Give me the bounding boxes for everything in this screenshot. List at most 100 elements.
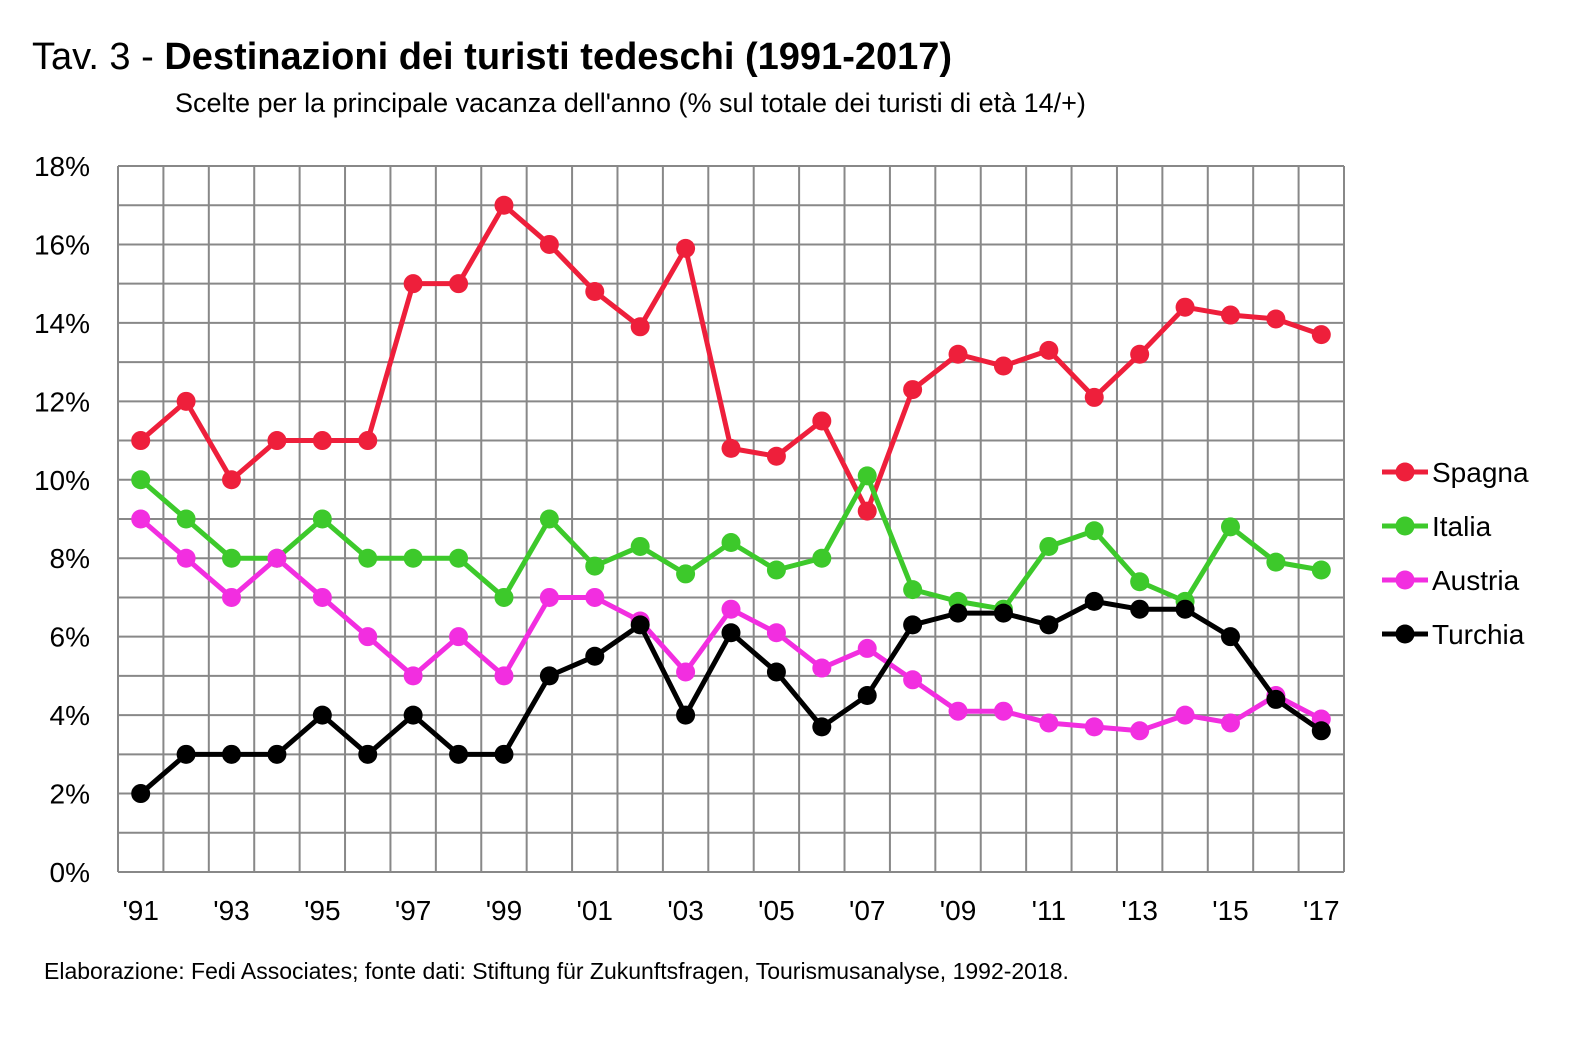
data-point-austria: [449, 627, 469, 647]
data-point-turchia: [494, 744, 514, 764]
data-point-italia: [1130, 572, 1150, 592]
data-point-turchia: [539, 666, 559, 686]
data-point-austria: [1175, 705, 1195, 725]
data-point-turchia: [721, 623, 741, 643]
legend-label-austria: Austria: [1432, 565, 1520, 596]
y-tick-label: 16%: [34, 229, 90, 260]
data-point-spagna: [857, 501, 877, 521]
data-point-italia: [1039, 536, 1059, 556]
data-point-austria: [676, 662, 696, 682]
data-point-spagna: [539, 234, 559, 254]
data-point-turchia: [630, 615, 650, 635]
data-point-turchia: [1175, 599, 1195, 619]
data-point-turchia: [358, 744, 378, 764]
data-point-italia: [449, 548, 469, 568]
data-point-turchia: [676, 705, 696, 725]
data-point-spagna: [1130, 344, 1150, 364]
data-point-turchia: [1130, 599, 1150, 619]
data-point-italia: [812, 548, 832, 568]
data-point-spagna: [630, 317, 650, 337]
y-tick-label: 18%: [34, 151, 90, 182]
x-tick-label: '13: [1121, 895, 1158, 926]
x-tick-label: '03: [667, 895, 704, 926]
data-point-italia: [903, 580, 923, 600]
data-point-turchia: [903, 615, 923, 635]
data-point-italia: [222, 548, 242, 568]
x-tick-label: '99: [486, 895, 523, 926]
data-point-spagna: [993, 356, 1013, 376]
data-point-turchia: [312, 705, 332, 725]
data-point-austria: [267, 548, 287, 568]
data-point-spagna: [1175, 297, 1195, 317]
x-tick-label: '11: [1032, 895, 1066, 926]
data-point-italia: [1266, 552, 1286, 572]
data-point-turchia: [1084, 591, 1104, 611]
data-point-austria: [222, 587, 242, 607]
data-point-turchia: [1311, 721, 1331, 741]
data-point-austria: [176, 548, 196, 568]
y-tick-label: 6%: [50, 622, 90, 653]
data-point-spagna: [222, 470, 242, 490]
data-point-italia: [131, 470, 151, 490]
legend-marker-austria: [1395, 570, 1415, 590]
data-point-austria: [857, 638, 877, 658]
data-point-italia: [403, 548, 423, 568]
data-point-italia: [721, 533, 741, 553]
x-tick-label: '97: [395, 895, 432, 926]
data-point-spagna: [131, 431, 151, 451]
data-point-austria: [494, 666, 514, 686]
data-point-turchia: [812, 717, 832, 737]
data-point-spagna: [1084, 387, 1104, 407]
data-point-spagna: [903, 380, 923, 400]
x-tick-label: '95: [304, 895, 341, 926]
data-point-austria: [1130, 721, 1150, 741]
data-point-turchia: [948, 603, 968, 623]
data-point-turchia: [222, 744, 242, 764]
data-point-austria: [358, 627, 378, 647]
x-tick-label: '01: [577, 895, 614, 926]
y-tick-label: 8%: [50, 543, 90, 574]
legend-label-spagna: Spagna: [1432, 457, 1529, 488]
data-point-austria: [721, 599, 741, 619]
data-point-austria: [585, 587, 605, 607]
title-prefix: Tav. 3 -: [32, 36, 165, 78]
y-tick-label: 10%: [34, 465, 90, 496]
data-point-austria: [1039, 713, 1059, 733]
data-point-austria: [948, 701, 968, 721]
data-point-turchia: [585, 646, 605, 666]
y-tick-label: 14%: [34, 308, 90, 339]
legend-marker-italia: [1395, 516, 1415, 536]
data-point-turchia: [449, 744, 469, 764]
x-tick-label: '93: [213, 895, 250, 926]
data-point-austria: [1084, 717, 1104, 737]
x-tick-label: '91: [122, 895, 159, 926]
data-point-spagna: [494, 195, 514, 215]
data-point-spagna: [585, 282, 605, 302]
chart-source-note: Elaborazione: Fedi Associates; fonte dat…: [44, 958, 1069, 984]
legend-marker-spagna: [1395, 462, 1415, 482]
data-point-spagna: [403, 274, 423, 294]
data-point-turchia: [766, 662, 786, 682]
data-point-austria: [312, 587, 332, 607]
x-tick-label: '15: [1212, 895, 1249, 926]
data-point-austria: [812, 658, 832, 678]
data-point-austria: [403, 666, 423, 686]
data-point-turchia: [1039, 615, 1059, 635]
data-point-italia: [585, 556, 605, 576]
y-tick-label: 2%: [50, 779, 90, 810]
data-point-italia: [630, 536, 650, 556]
chart-title: Tav. 3 - Destinazioni dei turisti tedesc…: [32, 36, 952, 79]
data-point-italia: [539, 509, 559, 529]
data-point-austria: [766, 623, 786, 643]
x-tick-label: '05: [758, 895, 795, 926]
data-point-spagna: [1220, 305, 1240, 325]
data-point-turchia: [993, 603, 1013, 623]
data-point-italia: [1084, 521, 1104, 541]
data-point-spagna: [1039, 340, 1059, 360]
data-point-turchia: [1220, 627, 1240, 647]
data-point-spagna: [676, 238, 696, 258]
legend-marker-turchia: [1395, 624, 1415, 644]
data-point-spagna: [267, 431, 287, 451]
title-main: Destinazioni dei turisti tedeschi (1991-…: [164, 36, 953, 78]
data-point-italia: [1220, 517, 1240, 537]
